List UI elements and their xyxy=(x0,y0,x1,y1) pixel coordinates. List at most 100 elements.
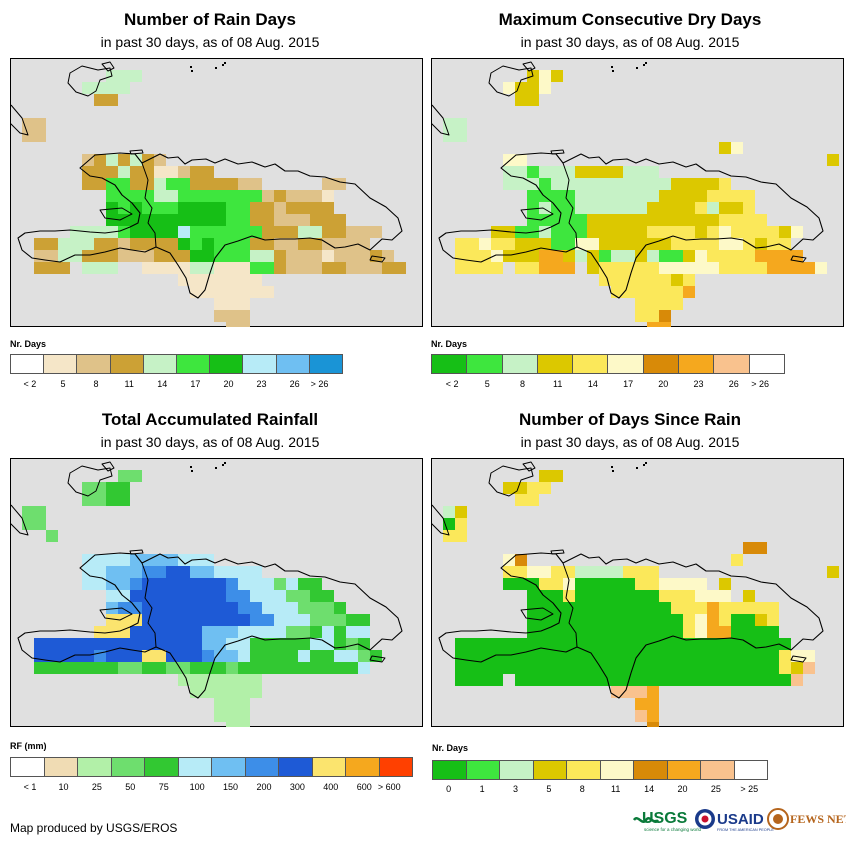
max-dry-days-cell xyxy=(743,250,755,262)
rain-days-legend-swatch xyxy=(210,355,244,373)
rain-days-cell xyxy=(190,226,202,238)
rain-days-legend-tick: > 26 xyxy=(310,379,329,389)
total-rainfall-cell xyxy=(178,590,190,602)
days-since-rain-cell xyxy=(767,650,779,662)
total-rainfall-legend-swatch xyxy=(312,758,346,776)
max-dry-days-cell xyxy=(695,262,707,274)
days-since-rain-cell xyxy=(563,662,575,674)
total-rainfall-legend-tick: > 600 xyxy=(377,782,401,792)
total-rainfall-cell xyxy=(94,566,106,578)
max-dry-days-cell xyxy=(647,226,659,238)
total-rainfall-cell xyxy=(322,626,334,638)
total-rainfall-cell xyxy=(358,614,370,626)
total-rainfall-cell xyxy=(238,710,250,722)
rain-days-cell xyxy=(154,166,166,178)
rain-days-cell xyxy=(250,274,262,286)
days-since-rain-cell xyxy=(623,578,635,590)
days-since-rain-cell xyxy=(575,674,587,686)
max-dry-days-cell xyxy=(695,190,707,202)
days-since-rain-cell xyxy=(635,698,647,710)
days-since-rain-legend-tick: 0 xyxy=(446,784,452,794)
days-since-rain-cell xyxy=(695,638,707,650)
max-dry-days-legend-tick: 26 xyxy=(728,379,739,389)
total-rainfall-cell xyxy=(202,626,214,638)
max-dry-days-cell xyxy=(551,178,563,190)
days-since-rain-cell xyxy=(599,602,611,614)
days-since-rain-cell xyxy=(479,674,491,686)
days-since-rain-cell xyxy=(551,578,563,590)
rain-days-cell xyxy=(190,202,202,214)
total-rainfall-cell xyxy=(238,722,250,727)
days-since-rain-inagua-outline xyxy=(431,504,450,536)
max-dry-days-cell xyxy=(575,178,587,190)
max-dry-days-cell xyxy=(599,262,611,274)
days-since-rain-cell xyxy=(695,602,707,614)
max-dry-days-cell xyxy=(527,190,539,202)
total-rainfall-cell xyxy=(34,638,46,650)
max-dry-days-legend-tick: 8 xyxy=(520,379,526,389)
total-rainfall-cell xyxy=(298,590,310,602)
days-since-rain-cell xyxy=(695,578,707,590)
max-dry-days-cell xyxy=(683,226,695,238)
max-dry-days-cell xyxy=(479,262,491,274)
rain-days-legend-tick: 23 xyxy=(256,379,267,389)
max-dry-days-cell xyxy=(707,238,719,250)
max-dry-days-cell xyxy=(647,190,659,202)
max-dry-days-cell xyxy=(659,250,671,262)
days-since-rain-cell xyxy=(527,662,539,674)
total-rainfall-cell xyxy=(202,638,214,650)
rain-days-cell xyxy=(238,274,250,286)
total-rainfall-cell xyxy=(310,626,322,638)
rain-days-cell xyxy=(118,226,130,238)
max-dry-days-cell xyxy=(671,214,683,226)
days-since-rain-cell xyxy=(707,602,719,614)
total-rainfall-cell xyxy=(130,662,142,674)
max-dry-days-cell xyxy=(635,274,647,286)
days-since-rain-cell xyxy=(671,626,683,638)
max-dry-days-cell xyxy=(515,250,527,262)
days-since-rain-cell xyxy=(659,650,671,662)
rain-days-cell xyxy=(70,250,82,262)
rain-days-cell xyxy=(286,190,298,202)
total-rainfall-cell xyxy=(214,578,226,590)
days-since-rain-cell xyxy=(683,650,695,662)
max-dry-days-cell xyxy=(611,178,623,190)
rain-days-cell xyxy=(118,166,130,178)
days-since-rain-cell xyxy=(611,662,623,674)
total-rainfall-title: Total Accumulated Rainfall xyxy=(101,410,319,429)
days-since-rain-cell xyxy=(659,626,671,638)
max-dry-days-cell xyxy=(695,214,707,226)
days-since-rain-legend-tick: > 25 xyxy=(740,784,759,794)
max-dry-days-cell xyxy=(563,262,575,274)
rain-days-cell xyxy=(118,178,130,190)
days-since-rain-cell xyxy=(467,638,479,650)
max-dry-days-cell xyxy=(551,70,563,82)
days-since-rain-cell xyxy=(551,590,563,602)
total-rainfall-coastline xyxy=(17,552,403,699)
max-dry-days-cell xyxy=(527,202,539,214)
max-dry-days-panel: Maximum Consecutive Dry Days in past 30 … xyxy=(420,0,844,410)
rain-days-cell xyxy=(82,250,94,262)
total-rainfall-cell xyxy=(178,614,190,626)
max-dry-days-cell xyxy=(539,70,551,82)
days-since-rain-legend-tick: 5 xyxy=(546,784,552,794)
days-since-rain-cell xyxy=(719,650,731,662)
rain-days-cell xyxy=(298,190,310,202)
days-since-rain-legend-tick: 11 xyxy=(611,784,621,794)
total-rainfall-cell xyxy=(310,614,322,626)
days-since-rain-panel: Number of Days Since Rain in past 30 day… xyxy=(420,400,844,810)
rain-days-cell xyxy=(154,262,166,274)
rain-days-cell xyxy=(214,214,226,226)
rain-days-cell xyxy=(106,202,118,214)
days-since-rain-cell xyxy=(647,674,659,686)
rain-days-cell xyxy=(322,262,334,274)
total-rainfall-inagua-outline xyxy=(10,504,29,536)
max-dry-days-cell xyxy=(707,262,719,274)
days-since-rain-islet xyxy=(643,464,645,466)
total-rainfall-legend-ticks: < 1 10 25 50 75 100 150 200 300 400 600 > 600 xyxy=(10,782,411,794)
max-dry-days-cell xyxy=(659,274,671,286)
max-dry-days-cell xyxy=(623,202,635,214)
days-since-rain-cell xyxy=(587,662,599,674)
total-rainfall-cell xyxy=(238,614,250,626)
total-rainfall-cell xyxy=(94,638,106,650)
